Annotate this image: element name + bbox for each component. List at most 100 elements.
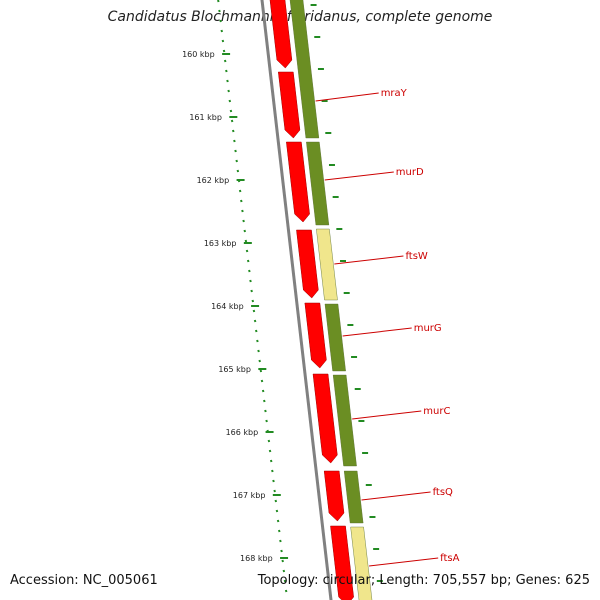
ruler-dot [272,479,275,483]
ruler-dot [269,459,273,463]
ruler-dot [263,399,266,403]
ruler-dot [267,439,271,443]
ruler-dot [234,149,237,153]
ruler-dot [284,589,288,593]
ruler-dot [235,159,238,163]
gene-leader-line [334,255,404,265]
reverse-gene-block [343,470,364,524]
forward-gene-arrow [286,141,310,223]
ruler-dot [221,39,225,43]
ruler-dot [231,129,235,133]
ruler-dot [264,409,267,413]
gene-leader-line [369,557,439,567]
gene-leader-line [324,171,394,181]
reverse-gene-block [316,228,338,301]
forward-gene-arrow [330,525,354,600]
forward-gene-arrow [269,0,293,69]
ruler-dot [283,579,287,583]
ruler-dot [243,229,247,233]
reverse-gene-block [332,374,357,467]
ruler-dot [225,69,228,73]
ruler-dot [233,139,236,143]
ruler-dot [260,379,264,383]
gene-label-murG: murG [414,323,442,334]
ruler-dot [281,559,284,563]
ruler-dot [257,349,260,353]
ruler-dot [222,49,226,53]
ruler-dot [268,449,272,453]
forward-gene-arrow [277,71,301,139]
accession-text: Accession: NC_005061 [10,573,158,588]
ruler-dot [265,419,268,423]
ruler-dot [274,499,278,503]
gene-label-murD: murD [396,167,424,178]
ruler-dot [253,319,257,323]
kbp-label: 168 kbp [240,554,273,563]
ruler-dot [258,359,261,363]
kbp-label: 160 kbp [182,50,215,59]
forward-gene-arrow [304,302,327,369]
kbp-label: 162 kbp [197,176,230,185]
ruler-dot [249,279,252,283]
gene-label-ftsQ: ftsQ [433,487,453,498]
ruler-dot [250,289,253,293]
reverse-gene-block [350,526,373,600]
ruler-dot [227,89,230,93]
gene-leader-line [315,92,379,102]
ruler-dot [244,239,248,243]
ruler-dot [256,339,259,343]
ruler-dot [254,329,258,333]
ruler-dot [226,79,229,83]
reverse-gene-block [306,141,330,226]
ruler-dot [279,539,282,543]
ruler-dot [275,509,279,513]
ruler-dot [248,269,251,273]
forward-gene-arrow [312,373,338,464]
reverse-gene-block [289,0,320,139]
ruler-dot [259,369,263,373]
ruler-dot [228,99,232,103]
ruler-dot [251,299,255,303]
ruler-dot [280,549,283,553]
ruler-dot [229,109,233,113]
gene-label-murC: murC [423,406,450,417]
kbp-label: 165 kbp [218,365,251,374]
ruler-dot [271,469,274,473]
ruler-dot [261,389,265,393]
ruler-dot [252,309,256,313]
gene-label-ftsW: ftsW [405,251,427,262]
backbone-line [260,0,333,600]
ruler-dot [217,0,220,3]
kbp-label: 164 kbp [211,302,244,311]
gene-leader-line [342,327,412,337]
ruler-dot [220,29,224,33]
ruler-dot [238,189,242,193]
kbp-label: 167 kbp [233,491,266,500]
ruler-dot [273,489,276,493]
kbp-label: 163 kbp [204,239,237,248]
ruler-dot [218,9,221,13]
ruler-dot [242,219,245,223]
ruler-dot [230,119,234,123]
gene-leader-line [361,491,431,501]
ruler-dot [241,209,244,213]
ruler-dot [277,529,281,533]
ruler-dot [282,569,286,573]
ruler-dot [223,59,227,63]
ruler-dot [245,249,249,253]
ruler-dot [236,169,240,173]
reverse-gene-block [324,303,346,372]
forward-gene-arrow [296,229,319,299]
gene-label-mraY: mraY [381,88,408,99]
kbp-label: 161 kbp [189,113,222,122]
gene-leader-line [352,410,422,420]
forward-gene-arrow [323,470,345,522]
gene-label-ftsA: ftsA [440,553,459,564]
topology-text: Topology: circular; Length: 705,557 bp; … [257,573,590,588]
ruler-dot [246,259,250,263]
ruler-dot [219,19,222,23]
ruler-dot [240,199,243,203]
kbp-label: 166 kbp [226,428,259,437]
